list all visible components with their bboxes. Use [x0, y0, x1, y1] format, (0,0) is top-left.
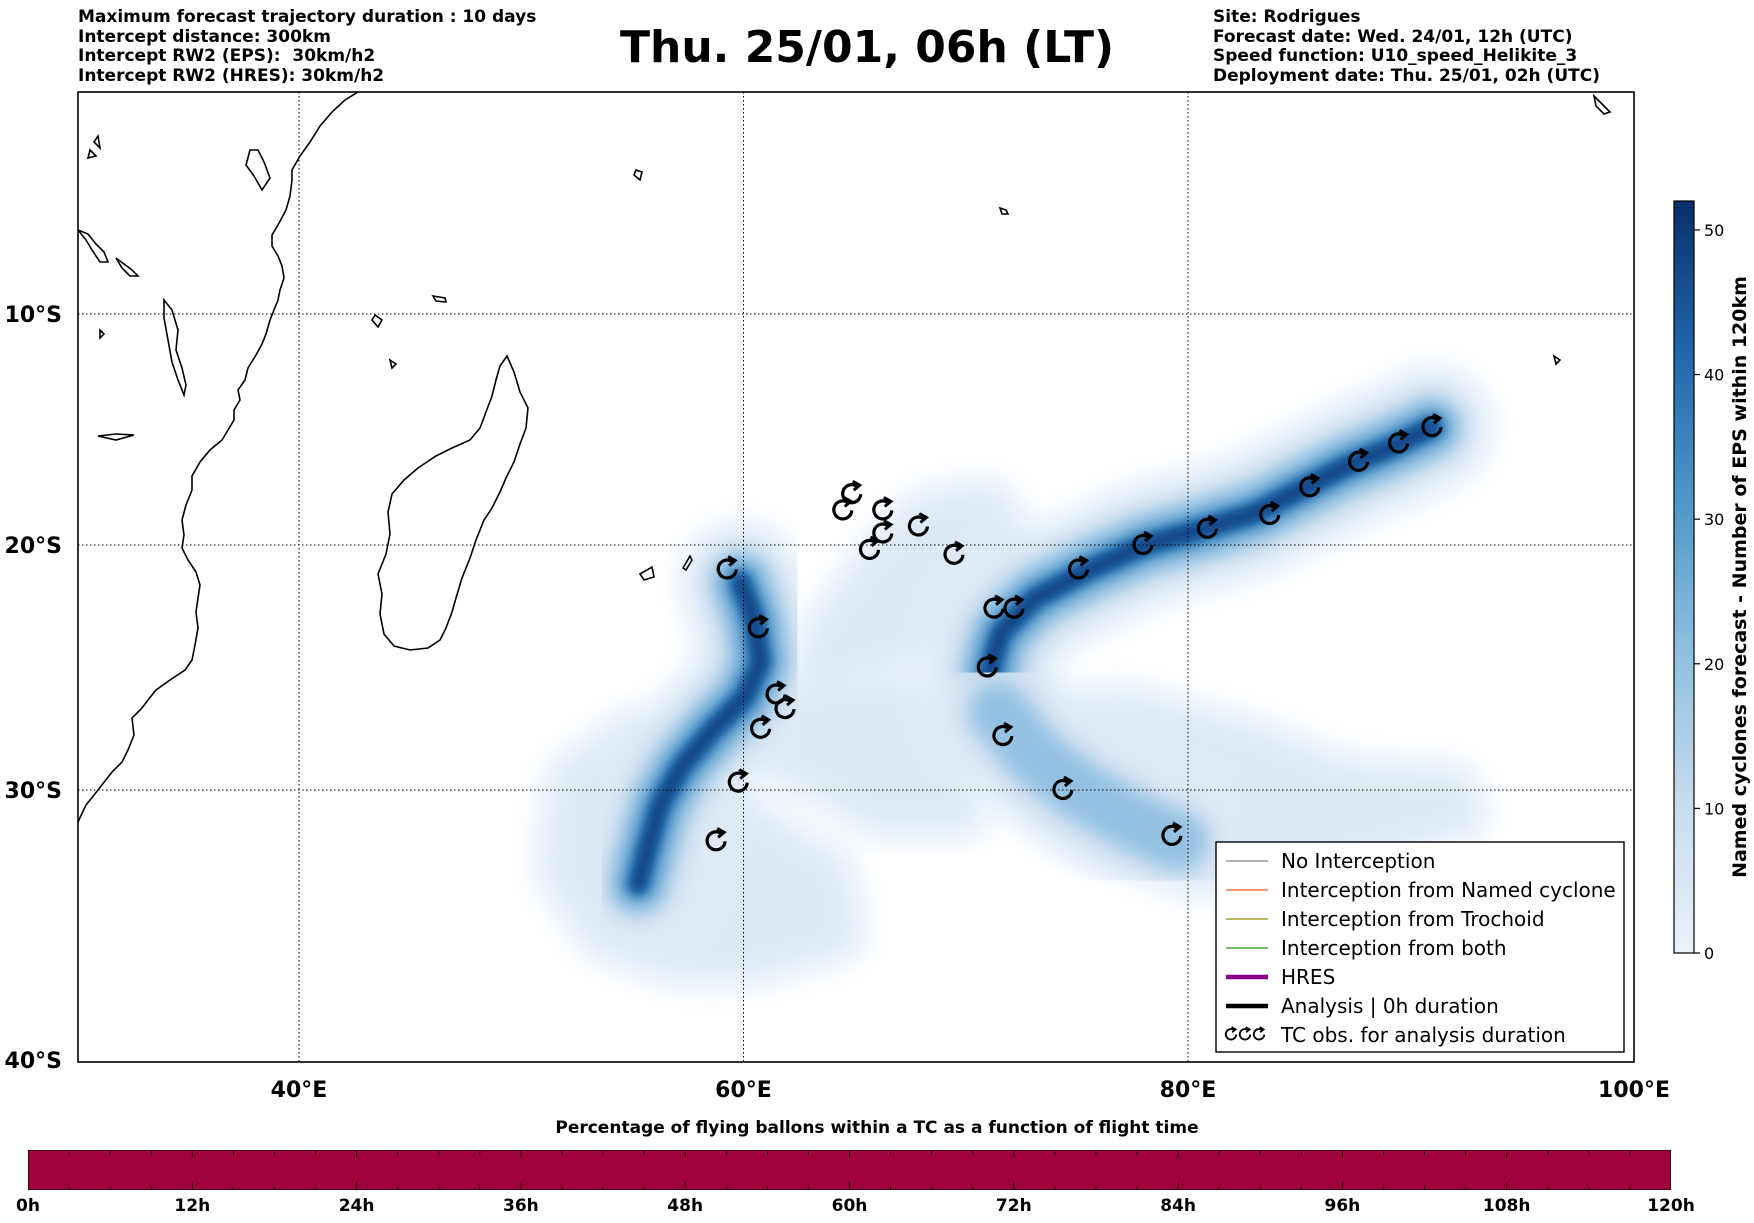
lat-tick-10s: 10°S	[5, 303, 62, 328]
header-left-info: Maximum forecast trajectory duration : 1…	[78, 7, 537, 86]
header-deployment-date: Deployment date: Thu. 25/01, 02h (UTC)	[1213, 65, 1600, 86]
legend-label: TC obs. for analysis duration	[1280, 1023, 1566, 1047]
bottom-chart-title: Percentage of flying ballons within a TC…	[555, 1118, 1199, 1138]
lon-tick-100: 100°E	[1598, 1078, 1670, 1103]
header-site: Site: Rodrigues	[1213, 7, 1361, 27]
legend-label: Interception from Named cyclone	[1281, 878, 1616, 902]
lon-tick-80: 80°E	[1160, 1078, 1217, 1103]
coastline-africa	[78, 92, 359, 823]
colorbar-gradient	[1673, 200, 1695, 954]
map-figure: 40°E 60°E 80°E 100°E 10°S 20°S 30°S 40°S…	[5, 91, 1751, 1103]
flight-time-bar	[28, 1150, 1671, 1190]
flight-time-label: 24h	[338, 1196, 375, 1216]
header-max-duration: Maximum forecast trajectory duration : 1…	[78, 7, 537, 27]
lat-tick-40s: 40°S	[5, 1049, 62, 1074]
map-frame	[77, 91, 1635, 1063]
colorbar-tick-label: 0	[1704, 944, 1714, 963]
header-intercept-eps: Intercept RW2 (EPS): 30km/h2	[78, 46, 376, 66]
map-area	[78, 92, 1634, 1062]
lat-tick-20s: 20°S	[5, 534, 62, 559]
legend-box	[1215, 841, 1625, 1053]
header-intercept-hres: Intercept RW2 (HRES): 30km/h2	[78, 65, 385, 86]
density-track-band	[983, 421, 1438, 718]
lat-tick-30s: 30°S	[5, 779, 62, 804]
legend-label: Analysis | 0h duration	[1281, 994, 1499, 1018]
colorbar-label: Named cyclones forecast - Number of EPS …	[1729, 276, 1751, 878]
lon-tick-40: 40°E	[271, 1078, 328, 1103]
flight-time-label: 12h	[174, 1196, 211, 1216]
colorbar-tick-label: 30	[1704, 510, 1724, 529]
flight-time-label: 72h	[995, 1196, 1032, 1216]
colorbar: 0 10 20 30 40 50 Named cyclones forecast - Nu…	[1673, 200, 1751, 963]
density-core-layer	[578, 367, 1492, 945]
flight-time-label: 108h	[1482, 1196, 1531, 1216]
header-forecast-date: Forecast date: Wed. 24/01, 12h (UTC)	[1213, 26, 1573, 47]
flight-time-label: 84h	[1160, 1196, 1196, 1216]
legend-label: Interception from Trochoid	[1281, 907, 1545, 931]
flight-time-label: 36h	[503, 1196, 539, 1216]
flight-time-label: 48h	[667, 1196, 704, 1216]
flight-time-label: 120h	[1647, 1196, 1695, 1216]
colorbar-tick-label: 20	[1704, 655, 1724, 674]
coastline-madagascar	[371, 93, 1612, 651]
lon-tick-60: 60°E	[715, 1078, 772, 1103]
density-diffuse-region	[725, 672, 988, 837]
flight-time-label: 0h	[16, 1196, 40, 1216]
colorbar-tick-label: 40	[1704, 366, 1724, 385]
legend: No Interception Interception from Named c…	[1215, 841, 1625, 1053]
header-speed-function: Speed function: U10_speed_Helikite_3	[1213, 46, 1578, 66]
density-track-band	[632, 575, 767, 891]
header-right-info: Site: Rodrigues Forecast date: Wed. 24/0…	[1213, 7, 1600, 86]
legend-label: HRES	[1281, 965, 1335, 989]
header-intercept-distance: Intercept distance: 300km	[78, 26, 331, 47]
gridlines	[78, 92, 1634, 1062]
legend-label: No Interception	[1281, 849, 1435, 873]
colorbar-tick-label: 10	[1704, 799, 1724, 818]
flight-time-label: 96h	[1324, 1196, 1361, 1216]
page-title: Thu. 25/01, 06h (LT)	[620, 22, 1115, 73]
colorbar-tick-label: 50	[1704, 221, 1724, 240]
flight-time-label: 60h	[831, 1196, 868, 1216]
flight-time-minor-ticks	[28, 1150, 1671, 1190]
legend-label: Interception from both	[1281, 936, 1507, 960]
